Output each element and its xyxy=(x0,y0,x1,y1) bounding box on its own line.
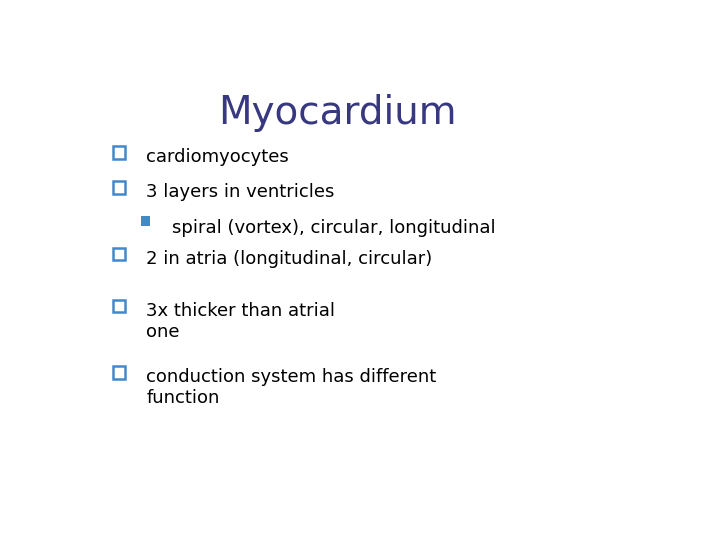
Text: 3x thicker than atrial
one: 3x thicker than atrial one xyxy=(146,302,335,341)
Text: 2 in atria (longitudinal, circular): 2 in atria (longitudinal, circular) xyxy=(146,250,432,268)
FancyBboxPatch shape xyxy=(141,217,150,226)
Text: cardiomyocytes: cardiomyocytes xyxy=(146,148,289,166)
Text: spiral (vortex), circular, longitudinal: spiral (vortex), circular, longitudinal xyxy=(171,219,495,237)
Text: 3 layers in ventricles: 3 layers in ventricles xyxy=(146,183,335,201)
Text: Myocardium: Myocardium xyxy=(218,94,456,132)
Text: conduction system has different
function: conduction system has different function xyxy=(146,368,437,407)
